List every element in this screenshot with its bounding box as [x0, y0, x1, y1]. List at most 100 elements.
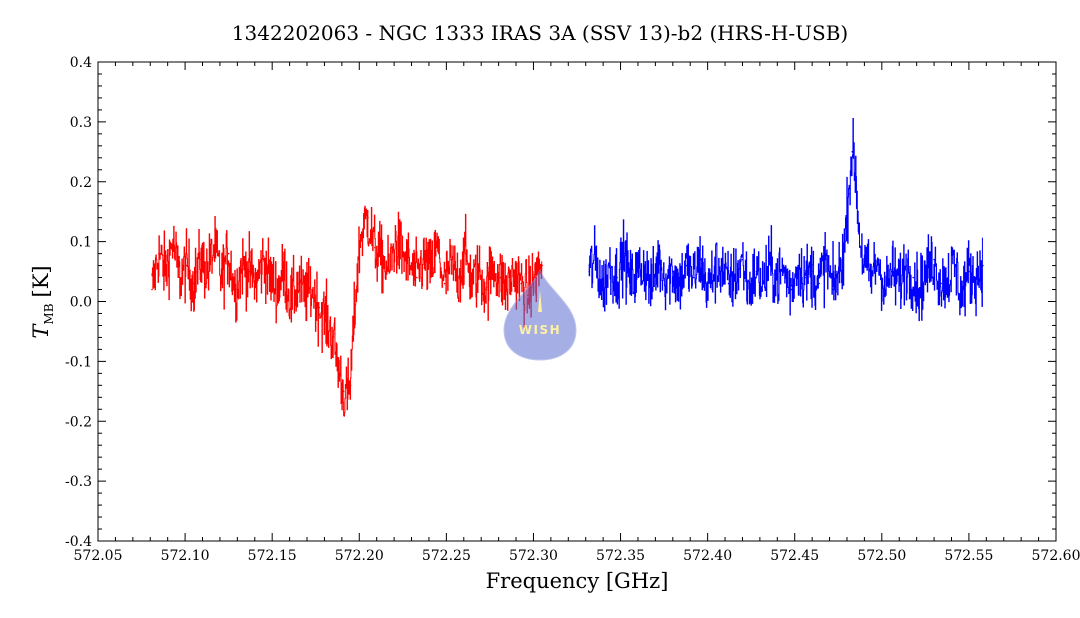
data-point — [206, 270, 209, 273]
data-point — [325, 318, 327, 321]
data-point — [172, 240, 174, 243]
data-point — [311, 288, 314, 291]
x-tick-label: 572.55 — [944, 548, 993, 564]
tick-labels: 572.05 572.10 572.15 572.20 572.25 572.30 572.… — [65, 55, 1080, 564]
data-point — [520, 282, 523, 285]
data-point — [186, 264, 188, 267]
x-axis-title: Frequency [GHz] — [486, 569, 669, 593]
data-point — [839, 270, 841, 273]
data-point — [443, 282, 446, 285]
y-tick-label: -0.1 — [65, 354, 92, 370]
data-point — [783, 270, 786, 273]
data-point — [506, 288, 509, 291]
data-point — [499, 276, 502, 279]
data-point — [877, 258, 880, 261]
data-point — [360, 234, 362, 237]
axis-ticks — [97, 61, 1057, 542]
data-point — [220, 276, 223, 279]
data-point — [790, 288, 793, 291]
data-point — [630, 282, 632, 285]
data-point — [825, 258, 827, 261]
data-point — [912, 276, 914, 279]
data-point — [706, 288, 709, 291]
data-point — [968, 270, 970, 273]
y-axis-title-symbol: T — [29, 323, 53, 339]
x-tick-label: 572.50 — [857, 548, 906, 564]
data-point — [637, 270, 639, 273]
data-point — [651, 288, 653, 291]
series-1 — [151, 205, 543, 417]
data-point — [863, 264, 866, 267]
data-point — [672, 270, 674, 273]
data-point — [541, 264, 543, 267]
data-point — [870, 276, 873, 279]
data-point — [422, 258, 425, 261]
svg-text:WISH: WISH — [519, 323, 561, 337]
data-point — [898, 282, 901, 285]
data-point — [485, 288, 488, 291]
data-point — [961, 294, 963, 297]
data-point — [213, 246, 216, 249]
data-point — [727, 282, 730, 285]
data-point — [395, 240, 397, 243]
x-tick-label: 572.25 — [422, 548, 471, 564]
data-point — [429, 270, 432, 273]
data-point — [713, 270, 716, 273]
data-point — [644, 264, 646, 267]
data-point — [283, 270, 286, 273]
series-2 — [588, 117, 984, 322]
data-point — [734, 276, 737, 279]
data-point — [234, 288, 237, 291]
data-point — [665, 276, 667, 279]
data-point — [919, 288, 921, 291]
data-point — [290, 300, 293, 303]
data-point — [158, 252, 160, 255]
data-point — [356, 270, 359, 273]
data-point — [755, 270, 758, 273]
data-point — [151, 288, 153, 291]
data-point — [844, 240, 847, 243]
data-point — [602, 288, 604, 291]
data-point — [847, 192, 850, 195]
data-point — [276, 288, 279, 291]
y-tick-label: 0.4 — [70, 55, 92, 71]
data-point — [769, 264, 772, 267]
data-point — [415, 276, 418, 279]
data-point — [975, 276, 977, 279]
data-point — [304, 294, 307, 297]
data-point — [797, 264, 800, 267]
data-point — [342, 390, 345, 393]
data-point — [699, 258, 702, 261]
y-axis-title-subscript: MB — [42, 303, 56, 324]
data-point — [588, 270, 590, 273]
data-point — [179, 276, 181, 279]
data-point — [513, 270, 516, 273]
y-tick-label: 0.1 — [70, 235, 92, 251]
data-point — [227, 252, 230, 255]
data-point — [811, 270, 813, 273]
data-point — [818, 282, 820, 285]
y-tick-label: -0.2 — [65, 414, 92, 430]
data-point — [685, 264, 688, 267]
y-axis-title: TMB [K] — [29, 265, 56, 338]
x-tick-label: 572.45 — [770, 548, 819, 564]
data-point — [450, 264, 453, 267]
chart-title: 1342202063 - NGC 1333 IRAS 3A (SSV 13)-b… — [232, 21, 848, 45]
data-point — [381, 258, 383, 261]
y-tick-label: 0.3 — [70, 115, 92, 131]
data-point — [464, 252, 467, 255]
data-point — [353, 324, 355, 327]
data-point — [199, 258, 202, 261]
data-point — [678, 282, 681, 285]
data-point — [884, 288, 887, 291]
y-axis-title-unit: [K] — [29, 265, 53, 297]
data-point — [940, 282, 942, 285]
data-point — [858, 228, 860, 231]
data-point — [346, 396, 348, 399]
data-point — [297, 282, 300, 285]
y-tick-label: -0.3 — [65, 474, 92, 490]
data-point — [905, 264, 907, 267]
x-tick-label: 572.30 — [509, 548, 558, 564]
data-point — [741, 258, 744, 261]
data-point — [436, 246, 439, 249]
